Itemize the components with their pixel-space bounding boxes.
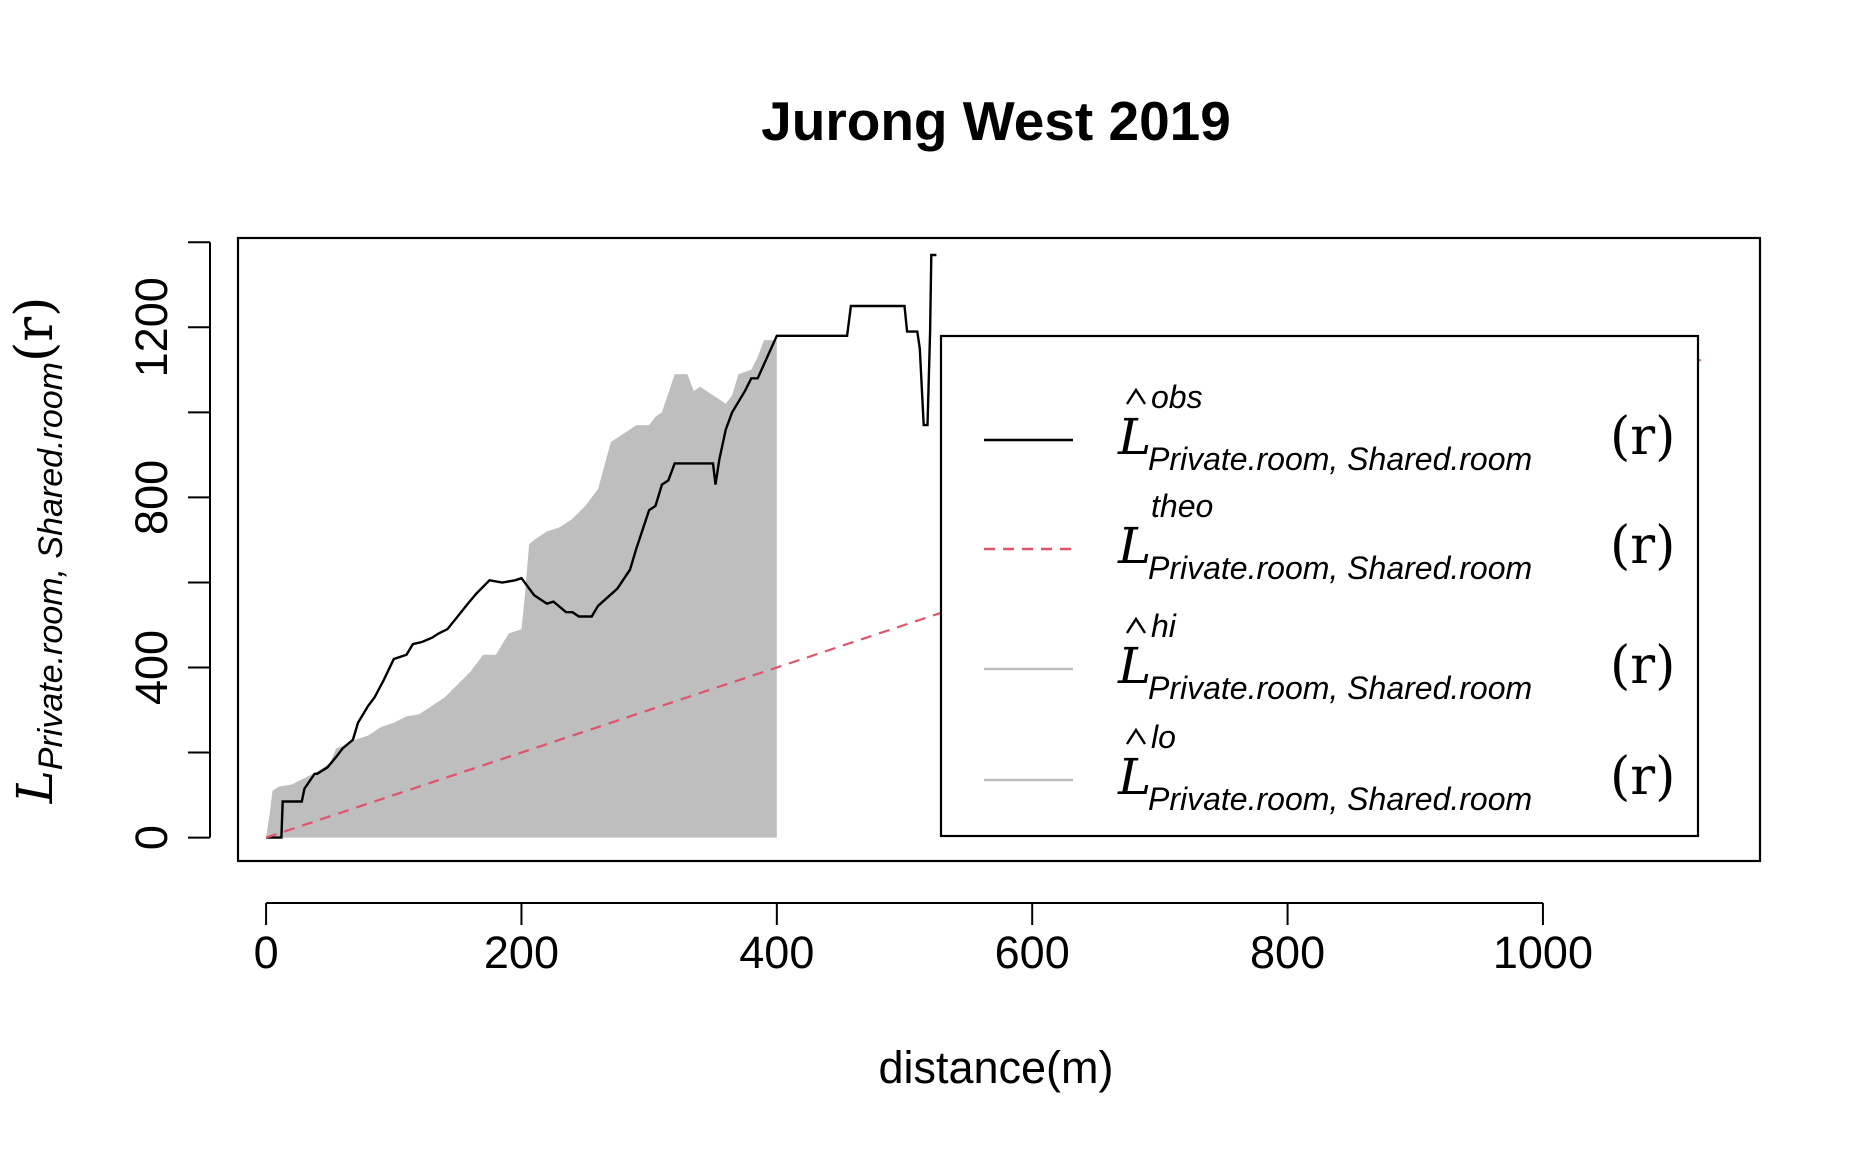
legend-subscript: Private.room, Shared.room: [1148, 781, 1532, 817]
legend-symbol: L: [1117, 748, 1151, 806]
hat-mark: [1125, 727, 1147, 745]
x-tick-label: 600: [995, 927, 1070, 978]
y-axis-title-subscript: Private.room, Shared.room: [32, 362, 70, 770]
legend-subscript: Private.room, Shared.room: [1148, 550, 1532, 586]
legend-superscript: obs: [1151, 379, 1203, 415]
hat-mark: [1125, 387, 1147, 405]
legend-superscript: theo: [1151, 488, 1213, 524]
series-line-obs: [266, 253, 937, 839]
legend-argument: (r): [1610, 636, 1675, 696]
y-axis-title: LPrivate.room, Shared.room(r): [5, 297, 70, 805]
legend-entry-lo: Llo Private.room, Shared.room (r): [984, 719, 1675, 817]
x-tick-label: 200: [484, 927, 559, 978]
y-tick-label: 400: [126, 630, 177, 705]
x-axis-title: distance(m): [878, 1042, 1113, 1093]
y-axis-title-argument: (r): [5, 297, 65, 362]
legend-argument: (r): [1610, 516, 1675, 576]
envelope-band: [266, 340, 777, 838]
x-tick-label: 400: [739, 927, 814, 978]
legend-symbol: L: [1117, 408, 1151, 466]
legend-symbol: L: [1117, 517, 1151, 575]
x-tick-label: 1000: [1493, 927, 1593, 978]
legend-argument: (r): [1610, 747, 1675, 807]
y-tick-label: 800: [126, 460, 177, 535]
y-tick-label: 1200: [126, 277, 177, 377]
envelope-layer: [266, 340, 777, 838]
legend-superscript: hi: [1151, 608, 1177, 644]
legend-subscript: Private.room, Shared.room: [1148, 441, 1532, 477]
svg-text:LPrivate.room, Shared.room(r): LPrivate.room, Shared.room(r): [5, 297, 70, 805]
legend-symbol: L: [1117, 637, 1151, 695]
hat-mark: [1125, 616, 1147, 634]
x-axis: 0 200 400 600 800 1000: [254, 902, 1593, 978]
legend-argument: (r): [1610, 407, 1675, 467]
y-axis: 0 400 800 1200: [126, 241, 211, 850]
legend-subscript: Private.room, Shared.room: [1148, 670, 1532, 706]
x-tick-label: 800: [1250, 927, 1325, 978]
y-tick-label: 0: [126, 825, 177, 850]
y-axis-title-symbol: L: [6, 770, 64, 804]
legend-superscript: lo: [1151, 719, 1176, 755]
plot-frame: [236, 236, 1762, 863]
chart-title: Jurong West 2019: [761, 90, 1231, 152]
legend-entry-hi: Lhi Private.room, Shared.room (r): [984, 608, 1675, 706]
legend-box: [939, 334, 1700, 838]
x-tick-label: 0: [254, 927, 279, 978]
